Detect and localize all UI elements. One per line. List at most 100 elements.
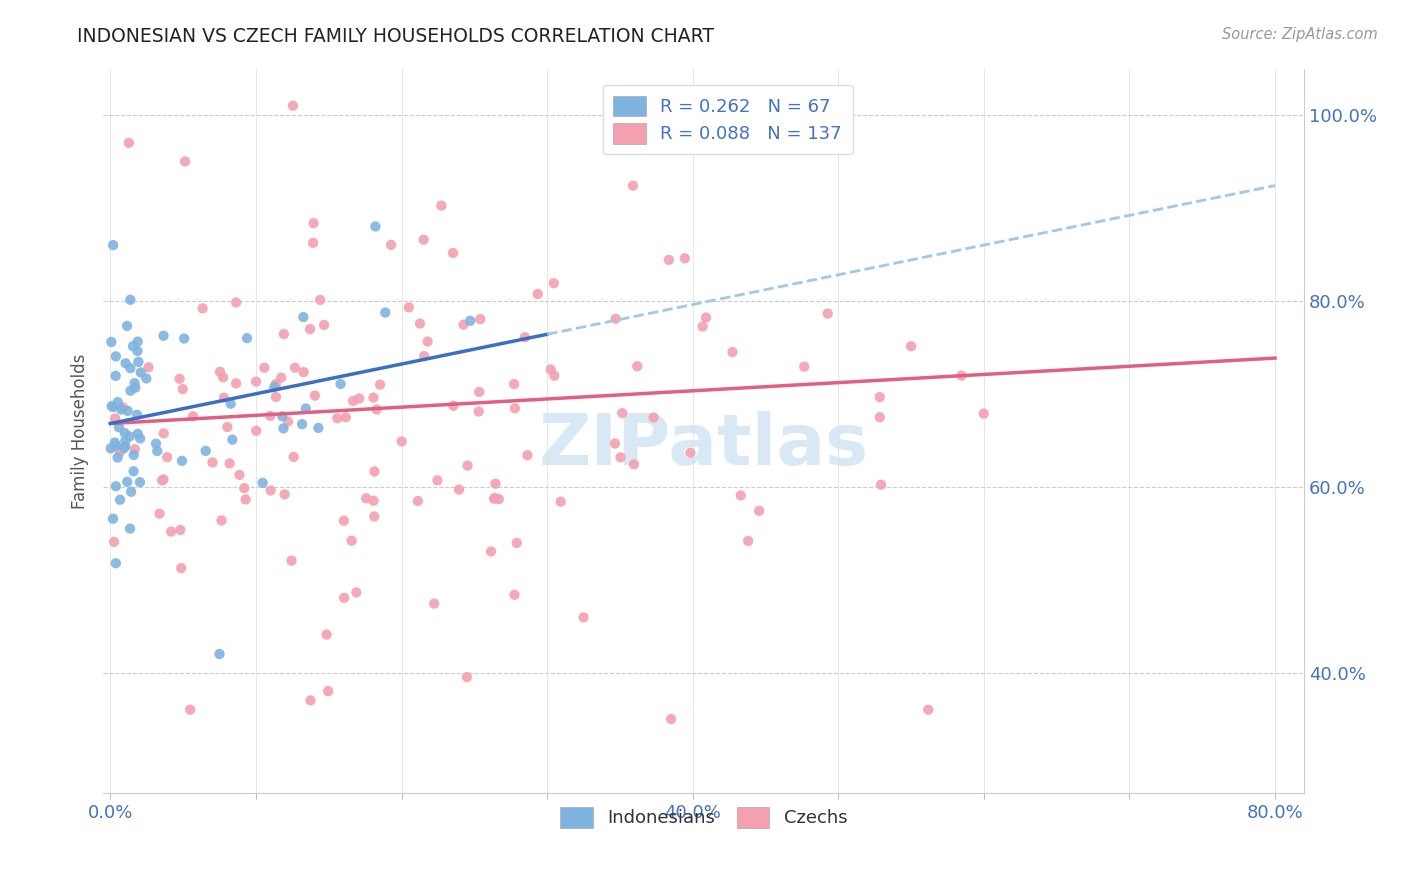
Point bbox=[281, 98, 304, 112]
Point bbox=[307, 421, 329, 435]
Point bbox=[170, 561, 193, 575]
Point bbox=[235, 492, 257, 507]
Point bbox=[398, 301, 420, 315]
Point bbox=[253, 360, 276, 375]
Point bbox=[416, 334, 439, 349]
Point bbox=[412, 233, 434, 247]
Point bbox=[179, 703, 201, 717]
Point bbox=[129, 432, 152, 446]
Point bbox=[467, 404, 489, 418]
Point bbox=[208, 647, 231, 661]
Point bbox=[259, 409, 281, 423]
Point bbox=[122, 339, 145, 353]
Point bbox=[314, 318, 336, 332]
Point bbox=[295, 401, 318, 416]
Point bbox=[441, 399, 464, 413]
Point bbox=[236, 331, 259, 345]
Point bbox=[104, 556, 127, 570]
Point bbox=[115, 318, 138, 333]
Point bbox=[127, 343, 149, 358]
Point bbox=[503, 401, 526, 416]
Point bbox=[273, 326, 295, 341]
Point bbox=[340, 533, 363, 548]
Point bbox=[103, 400, 125, 414]
Point bbox=[108, 492, 131, 507]
Point bbox=[252, 475, 274, 490]
Point bbox=[329, 376, 352, 391]
Point bbox=[453, 318, 475, 332]
Point bbox=[374, 305, 396, 319]
Point bbox=[124, 442, 146, 457]
Point bbox=[423, 597, 446, 611]
Point bbox=[127, 355, 149, 369]
Point bbox=[748, 504, 770, 518]
Point bbox=[194, 443, 217, 458]
Point bbox=[233, 481, 256, 495]
Point bbox=[363, 391, 385, 405]
Point bbox=[217, 420, 239, 434]
Point bbox=[304, 388, 326, 402]
Point bbox=[152, 328, 174, 343]
Point bbox=[605, 311, 627, 326]
Point bbox=[218, 457, 240, 471]
Point bbox=[292, 365, 315, 379]
Point bbox=[191, 301, 214, 316]
Point bbox=[342, 394, 364, 409]
Point bbox=[482, 491, 505, 506]
Point bbox=[122, 464, 145, 478]
Point bbox=[572, 610, 595, 624]
Point bbox=[603, 436, 626, 450]
Point bbox=[104, 411, 127, 425]
Point bbox=[621, 178, 644, 193]
Point bbox=[695, 310, 717, 325]
Point bbox=[426, 474, 449, 488]
Point bbox=[120, 361, 142, 376]
Point bbox=[107, 450, 129, 465]
Point bbox=[658, 252, 681, 267]
Point bbox=[264, 377, 287, 392]
Point bbox=[513, 330, 536, 344]
Point bbox=[208, 365, 231, 379]
Point bbox=[173, 331, 195, 345]
Point bbox=[430, 199, 453, 213]
Point bbox=[273, 487, 295, 501]
Point bbox=[101, 512, 124, 526]
Point bbox=[270, 370, 292, 384]
Point bbox=[673, 252, 696, 266]
Point bbox=[333, 591, 356, 605]
Point bbox=[110, 402, 132, 417]
Point bbox=[315, 627, 337, 641]
Point bbox=[441, 246, 464, 260]
Point bbox=[120, 293, 142, 307]
Point bbox=[228, 467, 250, 482]
Point bbox=[201, 455, 224, 469]
Point bbox=[225, 295, 247, 310]
Point bbox=[115, 475, 138, 489]
Point bbox=[299, 322, 322, 336]
Point bbox=[457, 458, 479, 473]
Point bbox=[127, 426, 149, 441]
Point bbox=[347, 392, 370, 406]
Point bbox=[817, 307, 839, 321]
Point bbox=[363, 493, 385, 508]
Legend: Indonesians, Czechs: Indonesians, Czechs bbox=[553, 800, 855, 835]
Point bbox=[506, 536, 529, 550]
Point bbox=[104, 349, 127, 363]
Point bbox=[950, 368, 973, 383]
Point bbox=[219, 397, 242, 411]
Point bbox=[503, 377, 526, 392]
Point bbox=[174, 154, 197, 169]
Point bbox=[100, 399, 122, 413]
Point bbox=[612, 406, 634, 420]
Point bbox=[114, 439, 136, 453]
Point bbox=[170, 454, 193, 468]
Point bbox=[291, 417, 314, 432]
Point bbox=[413, 349, 436, 363]
Point bbox=[302, 216, 325, 230]
Point bbox=[409, 317, 432, 331]
Point bbox=[114, 426, 136, 441]
Point bbox=[138, 360, 160, 375]
Point bbox=[470, 312, 492, 326]
Point bbox=[366, 402, 388, 417]
Point bbox=[280, 554, 302, 568]
